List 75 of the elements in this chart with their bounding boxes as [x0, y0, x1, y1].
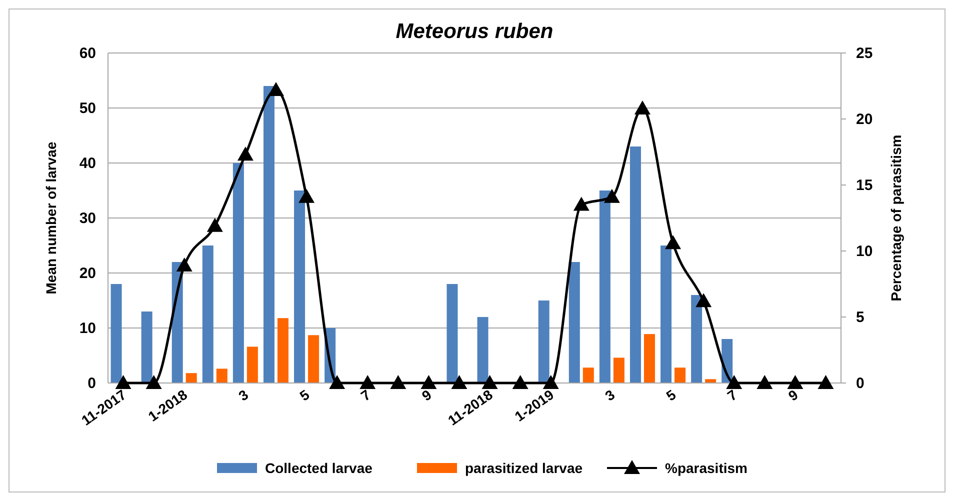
point [360, 375, 376, 389]
bar [446, 284, 458, 383]
point [818, 375, 834, 389]
point [787, 375, 804, 389]
bar [582, 368, 594, 383]
point [634, 100, 650, 114]
bar [216, 368, 228, 383]
y2-tick-label: 25 [856, 45, 873, 62]
y2-tick-label: 5 [856, 309, 864, 326]
point [268, 82, 284, 96]
point [298, 188, 315, 203]
bar [674, 368, 686, 383]
y2-tick-label: 20 [856, 111, 873, 128]
bar [294, 190, 306, 383]
bar [141, 312, 152, 383]
point [665, 235, 682, 250]
point [696, 293, 712, 308]
legend-label: parasitized larvae [465, 460, 583, 476]
point [146, 375, 162, 389]
bar [613, 358, 624, 383]
legend-label: Collected larvae [265, 460, 373, 476]
point [604, 188, 620, 203]
x-tick-label: 7 [724, 386, 740, 404]
x-tick-label: 9 [418, 386, 435, 404]
y-tick-label: 10 [79, 320, 96, 337]
y-tick-label: 0 [88, 375, 96, 392]
point [726, 375, 742, 389]
point [756, 375, 773, 389]
y2-tick-label: 10 [856, 243, 873, 260]
y2-axis-title: Percentage of parasitism [888, 134, 904, 302]
x-tick-label: 9 [785, 386, 802, 404]
point [329, 375, 346, 389]
point [542, 375, 559, 389]
legend-label: %parasitism [665, 460, 748, 476]
point [237, 146, 254, 161]
point [206, 218, 223, 232]
bar [538, 300, 550, 383]
x-tick-label: 5 [296, 386, 312, 404]
y-tick-label: 40 [79, 155, 96, 172]
bar [630, 146, 641, 383]
bar [263, 86, 274, 383]
bar [110, 284, 122, 383]
chart-title: Meteorus ruben [396, 20, 554, 43]
point [176, 258, 192, 272]
y2-tick-label: 0 [856, 375, 864, 392]
bar [246, 346, 258, 383]
point [390, 375, 406, 389]
x-tick-label: 3 [602, 386, 618, 404]
bar [308, 335, 320, 383]
bar [477, 317, 488, 383]
bar [277, 318, 288, 383]
point [482, 375, 498, 389]
bar [232, 163, 244, 383]
bar [660, 246, 672, 383]
bar [599, 190, 610, 383]
y-tick-label: 20 [79, 265, 96, 282]
bar [644, 334, 655, 383]
point [451, 375, 468, 389]
bar [186, 373, 197, 383]
point [573, 196, 590, 211]
bar [202, 246, 214, 383]
y2-tick-label: 15 [856, 177, 873, 194]
y-tick-label: 30 [79, 210, 96, 227]
y-tick-label: 50 [79, 100, 96, 117]
x-tick-label: 7 [358, 386, 374, 404]
y-axis-title: Mean number of larvae [43, 142, 59, 294]
bar [705, 379, 716, 383]
point [115, 375, 132, 389]
x-tick-label: 5 [663, 386, 679, 404]
y-tick-label: 60 [79, 45, 96, 62]
bar [691, 295, 702, 383]
x-tick-label: 3 [236, 386, 252, 404]
point [512, 375, 528, 389]
point [420, 375, 437, 389]
bar [568, 262, 580, 383]
